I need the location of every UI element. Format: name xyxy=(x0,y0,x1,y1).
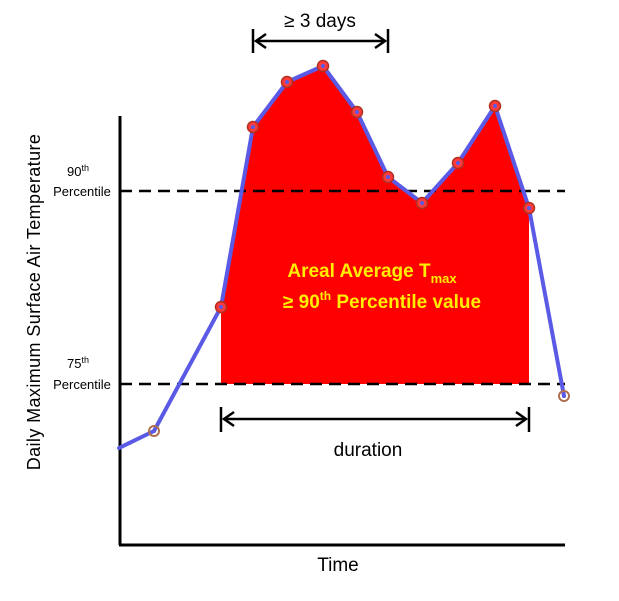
percentile-value-pre: ≥ 90 xyxy=(283,292,320,313)
data-point xyxy=(420,201,424,205)
days-label: ≥ 3 days xyxy=(284,11,356,32)
data-point xyxy=(321,64,325,68)
data-point xyxy=(251,125,255,129)
data-point xyxy=(562,394,566,398)
p90-label-line2: Percentile xyxy=(53,184,111,199)
days-bracket xyxy=(251,29,390,53)
data-point xyxy=(527,206,531,210)
data-point xyxy=(285,80,289,84)
data-point xyxy=(386,175,390,179)
areal-average-label: Areal Average Tmax xyxy=(287,261,457,286)
data-point xyxy=(152,429,156,433)
p75-label-line2: Percentile xyxy=(53,377,111,392)
y-axis-label: Daily Maximum Surface Air Temperature xyxy=(24,134,44,471)
areal-average-main: Areal Average T xyxy=(287,261,431,282)
percentile-value-post: Percentile value xyxy=(331,292,481,313)
percentile-value-label: ≥ 90th Percentile value xyxy=(283,289,481,313)
heat-event-area xyxy=(221,66,529,384)
duration-bracket xyxy=(219,407,531,432)
percentile-value-sup: th xyxy=(320,289,331,303)
areal-average-sub: max xyxy=(431,271,458,286)
x-axis-label: Time xyxy=(317,555,359,576)
data-point xyxy=(456,161,460,165)
data-markers xyxy=(148,59,570,437)
duration-label: duration xyxy=(334,440,403,461)
p75-label-line1: 75th xyxy=(67,355,89,371)
data-point xyxy=(493,104,497,108)
p90-label-line1: 90th xyxy=(67,163,89,179)
data-point xyxy=(355,110,359,114)
data-point xyxy=(219,305,223,309)
data-point xyxy=(148,425,160,437)
data-point xyxy=(558,390,570,402)
